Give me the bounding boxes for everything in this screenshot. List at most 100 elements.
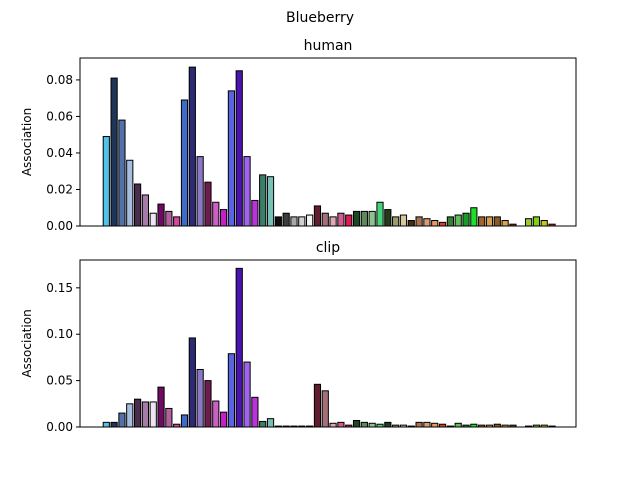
bar [415,421,423,428]
bar [196,156,204,227]
bar [266,418,275,428]
bar [243,361,251,428]
bar [501,220,509,227]
y-tick-label: 0.10 [46,327,73,341]
subplot-title: clip [316,240,340,256]
bar [345,214,353,227]
bar [243,156,251,227]
bar [384,209,392,227]
bar [133,398,142,428]
bar [313,383,322,428]
bar [352,210,361,227]
bar [227,353,236,428]
bar [431,220,439,227]
bar [431,422,439,428]
bar [282,212,290,227]
bar [423,218,431,227]
bar [259,174,267,227]
bar [212,400,220,428]
bar [376,201,384,227]
bar [126,403,134,428]
bar [438,221,447,227]
bar [462,212,470,227]
bar [196,368,204,428]
bar [141,194,150,227]
bar [118,412,126,428]
y-axis-label: Association [20,108,34,176]
y-tick-label: 0.00 [46,420,73,434]
bar [532,216,540,227]
bar [204,380,212,428]
bar [204,181,212,227]
bar [415,216,423,227]
bar [446,216,454,227]
bar [392,216,400,227]
bar [149,401,157,428]
bar [478,216,486,227]
bar [485,216,494,227]
bar [259,420,267,428]
bar [188,337,196,428]
bar [470,207,478,227]
bar [368,210,376,227]
bar [306,214,314,227]
subplot-title: human [304,38,353,54]
plot-frame [79,57,577,227]
bar [180,414,189,428]
bar [337,421,345,428]
y-tick-label: 0.08 [46,73,73,87]
bar [493,216,501,227]
bar [360,210,368,227]
bar [524,218,533,227]
plot-frame [79,259,577,428]
bar [126,159,134,227]
bar [157,203,165,227]
bar [352,420,361,428]
y-tick-label: 0.00 [46,219,73,233]
bar [313,205,322,227]
bar [110,421,118,428]
y-tick-label: 0.04 [46,146,73,160]
bar [266,176,275,227]
bar [251,199,259,227]
bar [180,99,189,227]
bar [540,220,548,227]
bar [337,212,345,227]
bar [133,183,142,227]
bar [274,216,282,227]
bar [360,421,368,428]
bar [102,421,110,428]
bar [454,422,462,428]
bar [141,401,150,428]
bar [118,119,126,227]
bar [173,216,181,227]
bar [407,220,415,227]
bar [399,214,408,227]
bar [251,396,259,428]
bar [235,267,243,428]
bar [227,90,236,227]
bar [102,136,110,227]
subplot-clip: clip 0.00 0.05 0.10 0.15 Association [20,240,577,434]
bar [165,210,173,227]
y-tick-label: 0.05 [46,374,73,388]
bar [298,216,306,227]
bar [149,212,157,227]
bar [235,70,243,227]
subplot-human: human 0.00 0.02 0.04 0.06 0.08 Association [20,38,577,233]
bar [165,407,173,428]
bar [157,386,165,428]
y-tick-label: 0.02 [46,182,73,196]
bar [110,77,118,227]
figure-title: Blueberry [286,10,354,26]
bar [454,214,462,227]
bar [423,421,431,428]
bar [220,411,228,428]
bar [321,212,329,227]
bar [321,390,329,428]
y-tick-label: 0.15 [46,281,73,295]
y-axis-label: Association [20,309,34,377]
bar [329,216,337,227]
bar [290,216,298,227]
